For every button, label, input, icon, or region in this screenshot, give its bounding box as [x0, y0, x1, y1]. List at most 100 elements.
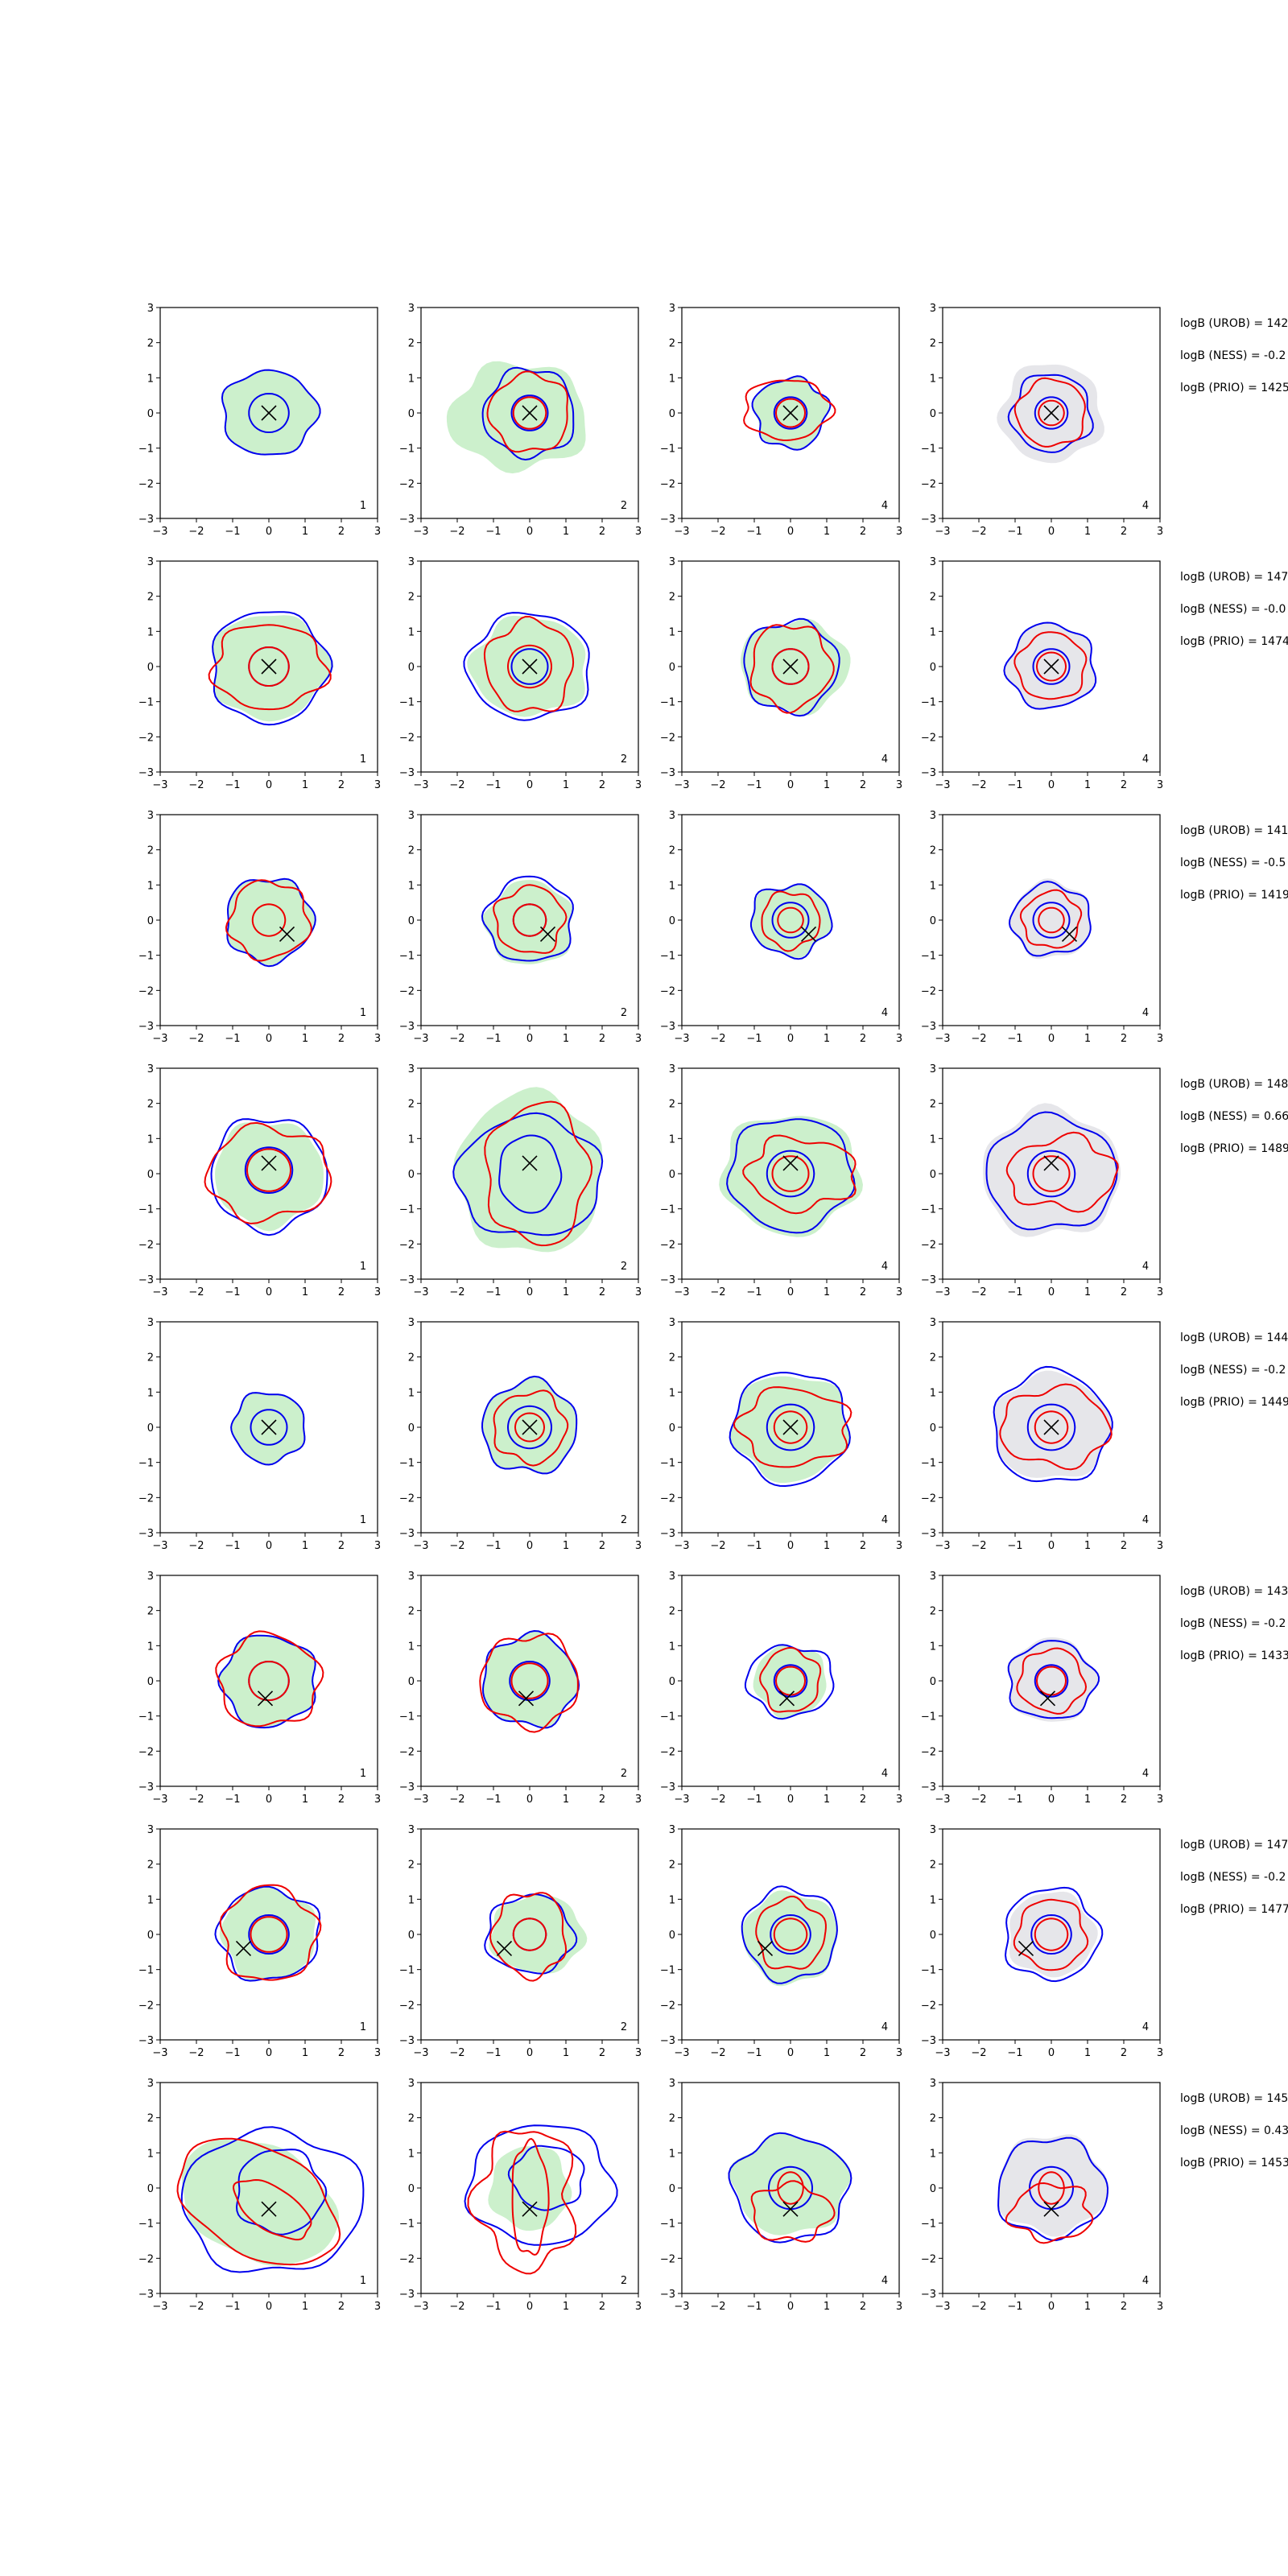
y-tick-label: 1	[930, 2148, 936, 2160]
panel-corner-label: 2	[621, 1768, 627, 1780]
panel-r1-c1: −3−3 −2 −2 −1 −1 0 0 1 1 2 2 3 3 1	[138, 303, 381, 538]
x-tick-label: −2	[188, 2047, 204, 2059]
logB-annotation: logB (PRIO) = 1453	[1180, 2157, 1288, 2169]
y-tick-label: −1	[399, 2219, 415, 2231]
y-tick-label: −2	[399, 1746, 415, 1758]
x-tick-label: −1	[225, 779, 240, 791]
red-contour	[512, 1918, 547, 1951]
x-tick-label: −2	[449, 2301, 464, 2313]
x-tick-label: 2	[1121, 779, 1127, 791]
y-tick-label: −1	[660, 1458, 675, 1470]
x-tick-label: −2	[710, 2301, 725, 2313]
x-tick-label: 1	[1084, 2047, 1091, 2059]
y-tick-label: 3	[408, 1063, 415, 1075]
red-contour	[1013, 631, 1088, 700]
red-contour	[248, 1660, 290, 1702]
x-tick-label: 2	[1121, 1033, 1127, 1045]
red-contour	[510, 1662, 549, 1699]
y-tick-label: −3	[921, 514, 936, 526]
x-tick-label: 0	[526, 526, 533, 538]
panel-r7-c1: −3−3 −2 −2 −1 −1 0 0 1 1 2 2 3 3 1	[138, 1824, 381, 2059]
y-tick-label: 3	[408, 1317, 415, 1329]
y-tick-label: −1	[660, 1204, 675, 1216]
true-point-marker	[261, 405, 277, 421]
x-tick-label: 0	[266, 1794, 272, 1806]
y-tick-label: −2	[660, 1492, 675, 1505]
y-tick-label: 2	[669, 1606, 675, 1618]
x-tick-label: 0	[526, 1033, 533, 1045]
logB-annotation: logB (NESS) = -0.2	[1180, 1364, 1286, 1377]
panel-r6-c4: −3−3 −2 −2 −1 −1 0 0 1 1 2 2 3 3 4	[921, 1571, 1163, 1806]
x-tick-label: 0	[1048, 1286, 1055, 1298]
red-contour	[248, 646, 290, 687]
red-contour	[999, 1383, 1113, 1471]
y-tick-label: 0	[408, 1676, 415, 1688]
panel-r8-c3: −3−3 −2 −2 −1 −1 0 0 1 1 2 2 3 3 4	[660, 2078, 902, 2313]
y-tick-label: −2	[921, 1239, 936, 1251]
y-tick-label: 0	[930, 1169, 936, 1181]
x-tick-label: −2	[971, 1286, 986, 1298]
x-tick-label: −3	[413, 2047, 428, 2059]
x-tick-label: 3	[1157, 2301, 1163, 2313]
x-tick-label: −3	[935, 1540, 950, 1552]
y-tick-label: 2	[147, 1860, 154, 1872]
x-tick-label: 2	[338, 1794, 345, 1806]
red-contour	[777, 2171, 804, 2205]
x-tick-label: 2	[338, 2301, 345, 2313]
x-tick-label: 3	[635, 2301, 642, 2313]
y-tick-label: 2	[408, 845, 415, 857]
density-fill	[218, 1635, 316, 1728]
y-tick-label: 0	[147, 1930, 154, 1942]
y-tick-label: −1	[921, 1711, 936, 1724]
blue-contour	[212, 611, 333, 726]
y-tick-label: −1	[138, 951, 154, 963]
y-tick-label: 3	[147, 1824, 154, 1836]
panel-r4-c1: −3−3 −2 −2 −1 −1 0 0 1 1 2 2 3 3 1	[138, 1063, 381, 1298]
y-tick-label: −2	[138, 985, 154, 997]
x-tick-label: 3	[1157, 2047, 1163, 2059]
y-tick-label: −1	[660, 2219, 675, 2231]
panel-corner-label: 4	[881, 2275, 888, 2287]
true-point-marker	[522, 1155, 538, 1171]
panel-corner-label: 4	[881, 1514, 888, 1526]
y-tick-label: −2	[399, 1492, 415, 1505]
x-tick-label: −3	[152, 1033, 167, 1045]
density-fill	[482, 1377, 577, 1473]
y-tick-label: −1	[138, 1204, 154, 1216]
blue-contour	[217, 1634, 316, 1729]
y-tick-label: 3	[930, 1317, 936, 1329]
blue-contour	[1034, 396, 1069, 430]
true-point-marker	[782, 2201, 799, 2217]
logB-annotation: logB (UROB) = 142	[1180, 317, 1288, 330]
x-tick-label: −3	[152, 1794, 167, 1806]
x-tick-label: 3	[374, 1033, 381, 1045]
y-tick-label: 0	[930, 662, 936, 674]
y-tick-label: −3	[138, 2289, 154, 2301]
y-tick-label: 0	[147, 1676, 154, 1688]
x-tick-label: 1	[1084, 526, 1091, 538]
y-tick-label: 1	[669, 626, 675, 638]
true-point-marker	[257, 1690, 274, 1707]
logB-annotation: logB (NESS) = 0.66	[1180, 1110, 1288, 1123]
y-tick-label: 0	[930, 2183, 936, 2195]
y-tick-label: −3	[399, 1021, 415, 1033]
true-point-marker	[539, 926, 556, 943]
y-tick-label: −3	[660, 514, 675, 526]
y-tick-label: −1	[921, 1458, 936, 1470]
y-tick-label: −3	[660, 1021, 675, 1033]
panel-r5-c2: −3−3 −2 −2 −1 −1 0 0 1 1 2 2 3 3 2	[399, 1317, 642, 1552]
y-tick-label: 0	[930, 1676, 936, 1688]
y-tick-label: −3	[138, 767, 154, 779]
blue-contour	[221, 369, 321, 456]
y-tick-label: 3	[147, 2078, 154, 2090]
x-tick-label: 2	[860, 2047, 866, 2059]
x-tick-label: 2	[860, 1033, 866, 1045]
y-tick-label: −2	[660, 478, 675, 490]
y-tick-label: −1	[138, 444, 154, 456]
true-point-marker	[518, 1690, 535, 1707]
x-tick-label: −3	[674, 1794, 689, 1806]
x-tick-label: −3	[674, 1286, 689, 1298]
x-tick-label: −2	[971, 2301, 986, 2313]
x-tick-label: 1	[302, 2301, 308, 2313]
true-point-marker	[1043, 1155, 1059, 1171]
